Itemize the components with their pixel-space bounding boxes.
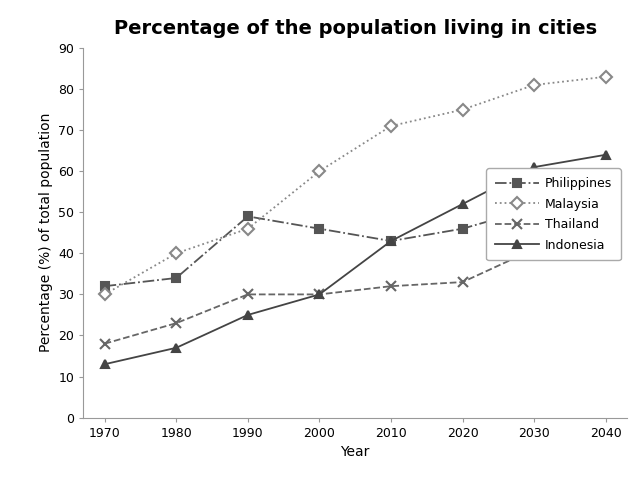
- X-axis label: Year: Year: [340, 445, 370, 459]
- Title: Percentage of the population living in cities: Percentage of the population living in c…: [114, 19, 596, 38]
- Legend: Philippines, Malaysia, Thailand, Indonesia: Philippines, Malaysia, Thailand, Indones…: [486, 168, 621, 260]
- Y-axis label: Percentage (%) of total population: Percentage (%) of total population: [38, 113, 52, 352]
